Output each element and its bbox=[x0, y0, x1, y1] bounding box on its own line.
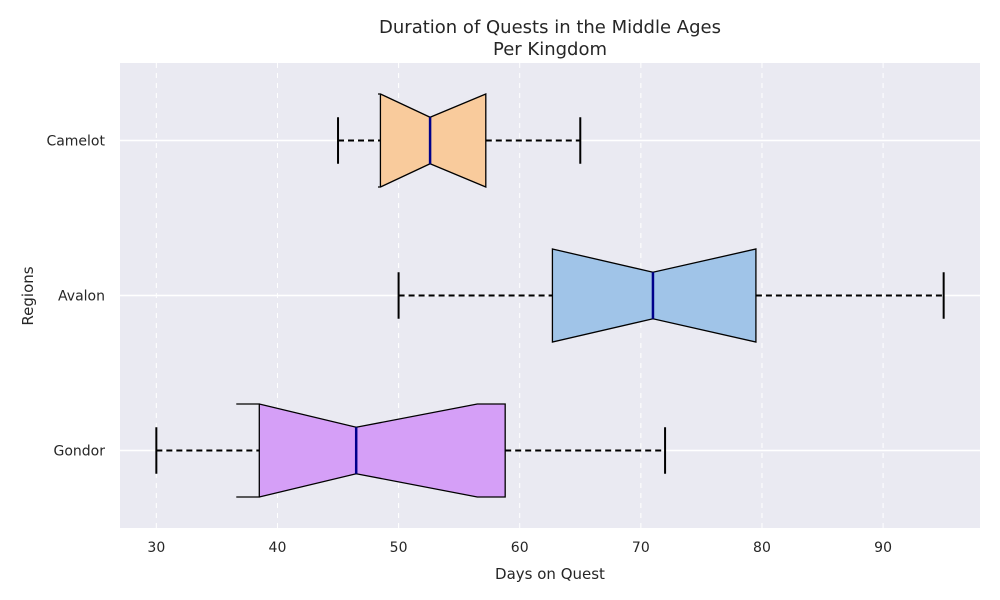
box-body bbox=[236, 403, 506, 498]
x-tick-label: 90 bbox=[874, 540, 892, 556]
box-gondor bbox=[155, 403, 667, 498]
boxes bbox=[155, 93, 945, 498]
ticks: 30 40 50 60 70 80 90 Gondor Avalon Camelot bbox=[46, 134, 892, 557]
x-tick-label: 70 bbox=[632, 540, 650, 556]
y-tick-label: Gondor bbox=[54, 444, 106, 460]
box-camelot bbox=[337, 93, 582, 188]
x-axis-label: Days on Quest bbox=[495, 565, 605, 583]
y-tick-label: Camelot bbox=[46, 134, 105, 150]
box-body bbox=[378, 93, 487, 188]
chart-title: Duration of Quests in the Middle Ages bbox=[379, 17, 721, 38]
y-tick-label: Avalon bbox=[58, 289, 105, 305]
x-tick-label: 30 bbox=[147, 540, 165, 556]
x-tick-label: 50 bbox=[390, 540, 408, 556]
x-tick-label: 40 bbox=[269, 540, 287, 556]
x-tick-label: 60 bbox=[511, 540, 529, 556]
y-axis-label: Regions bbox=[19, 266, 37, 325]
chart-subtitle: Per Kingdom bbox=[493, 39, 607, 60]
x-tick-label: 80 bbox=[753, 540, 771, 556]
box-avalon bbox=[397, 248, 945, 343]
